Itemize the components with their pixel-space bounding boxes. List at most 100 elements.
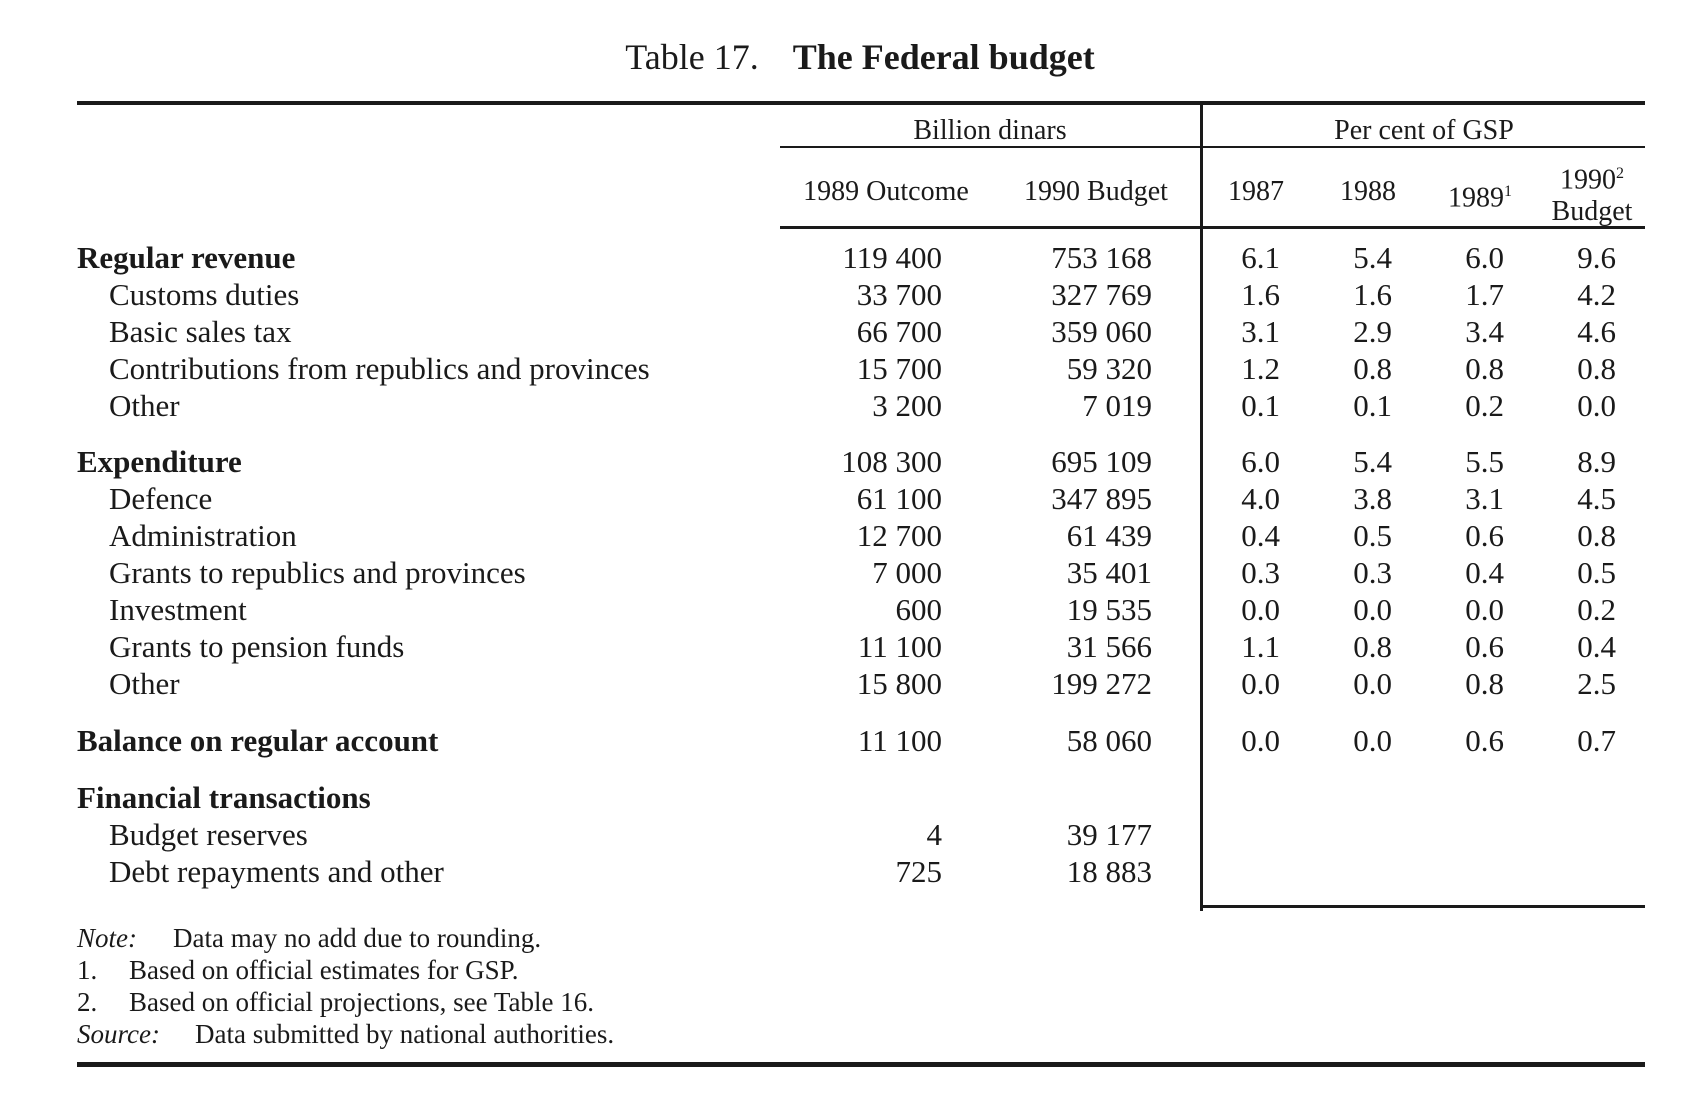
cell-value: 15 800 xyxy=(856,666,942,701)
cell-value: 33 700 xyxy=(856,277,942,312)
cell-value: 5.4 xyxy=(1353,240,1392,275)
cell-value: 695 109 xyxy=(1051,444,1152,479)
cell-value: 6.1 xyxy=(1241,240,1280,275)
cell-value: 3.1 xyxy=(1241,314,1280,349)
cell-value: 1.1 xyxy=(1241,629,1280,664)
cell-value: 359 060 xyxy=(1051,314,1152,349)
section-heading: Expenditure xyxy=(77,444,242,479)
cell-value: 8.9 xyxy=(1577,444,1616,479)
cell-value: 1.6 xyxy=(1241,277,1280,312)
row-label: Customs duties xyxy=(109,277,300,312)
section-heading: Regular revenue xyxy=(77,240,296,275)
cell-value: 4.6 xyxy=(1577,314,1616,349)
cell-value: 3.1 xyxy=(1465,481,1504,516)
cell-value: 0.1 xyxy=(1241,388,1280,423)
cell-value: 11 100 xyxy=(857,723,942,758)
cell-value: 4.2 xyxy=(1577,277,1616,312)
cell-value: 0.0 xyxy=(1241,666,1280,701)
table-number: Table 17. xyxy=(625,37,759,77)
column-header: 1990 Budget xyxy=(986,176,1206,208)
column-header-label: 1990 xyxy=(1560,164,1616,196)
cell-value: 119 400 xyxy=(842,240,942,275)
cell-value: 347 895 xyxy=(1051,481,1152,516)
cell-value: 0.8 xyxy=(1353,351,1392,386)
column-header-label: 1987 xyxy=(1228,176,1284,207)
footnote-text: Based on official estimates for GSP. xyxy=(129,955,519,985)
row-label: Administration xyxy=(109,518,297,553)
cell-value: 327 769 xyxy=(1051,277,1152,312)
cell-value: 0.4 xyxy=(1465,555,1504,590)
cell-value: 59 320 xyxy=(1066,351,1152,386)
cell-value: 61 100 xyxy=(856,481,942,516)
column-header-label: 1989 xyxy=(1448,182,1504,214)
cell-value: 5.5 xyxy=(1465,444,1504,479)
cell-value: 5.4 xyxy=(1353,444,1392,479)
billion-dinars-header: Billion dinars xyxy=(913,115,1067,146)
row-label: Contributions from republics and provinc… xyxy=(109,351,650,386)
cell-value: 753 168 xyxy=(1051,240,1152,275)
top-rule xyxy=(77,101,1645,105)
footnote: 1. Based on official estimates for GSP. xyxy=(77,954,518,986)
cell-value: 0.0 xyxy=(1353,592,1392,627)
footnote-marker: 1 xyxy=(1504,183,1512,200)
column-header-sublabel: Budget xyxy=(1551,196,1633,228)
cell-value: 0.6 xyxy=(1465,723,1504,758)
table-title-text: The Federal budget xyxy=(792,37,1095,77)
column-header-label: 1990 Budget xyxy=(1024,176,1168,207)
cell-value: 18 883 xyxy=(1066,854,1152,889)
cell-value: 199 272 xyxy=(1051,666,1152,701)
cell-value: 39 177 xyxy=(1066,817,1152,852)
footnote-prefix: 2. xyxy=(77,987,98,1017)
cell-value: 19 535 xyxy=(1066,592,1152,627)
section-heading: Financial transactions xyxy=(77,780,371,815)
cell-value: 0.8 xyxy=(1465,351,1504,386)
cell-value: 4 xyxy=(926,817,943,852)
cell-value: 0.0 xyxy=(1577,388,1616,423)
cell-value: 2.9 xyxy=(1353,314,1392,349)
footer-rule xyxy=(77,1062,1645,1067)
cell-value: 0.1 xyxy=(1353,388,1392,423)
cell-value: 0.2 xyxy=(1465,388,1504,423)
cell-value: 108 300 xyxy=(841,444,942,479)
row-label: Investment xyxy=(109,592,247,627)
cell-value: 0.8 xyxy=(1577,351,1616,386)
cell-value: 3 200 xyxy=(872,388,942,423)
column-header: 19902 Budget xyxy=(1482,158,1688,228)
column-header-label: 1989 Outcome xyxy=(803,176,969,207)
cell-value: 0.2 xyxy=(1577,592,1616,627)
cell-value: 0.6 xyxy=(1465,518,1504,553)
cell-value: 15 700 xyxy=(856,351,942,386)
cell-value: 0.5 xyxy=(1353,518,1392,553)
cell-value: 35 401 xyxy=(1066,555,1152,590)
cell-value: 3.8 xyxy=(1353,481,1392,516)
cell-value: 0.8 xyxy=(1353,629,1392,664)
cell-value: 0.3 xyxy=(1353,555,1392,590)
cell-value: 61 439 xyxy=(1066,518,1152,553)
column-header: 1988 xyxy=(1258,176,1478,208)
footnote-text: Based on official projections, see Table… xyxy=(129,987,594,1017)
cell-value: 0.0 xyxy=(1353,723,1392,758)
cell-value: 6.0 xyxy=(1241,444,1280,479)
cell-value: 0.4 xyxy=(1241,518,1280,553)
cell-value: 1.6 xyxy=(1353,277,1392,312)
cell-value: 0.8 xyxy=(1465,666,1504,701)
row-label: Grants to pension funds xyxy=(109,629,405,664)
footnote-prefix: Source: xyxy=(77,1019,160,1049)
cell-value: 1.7 xyxy=(1465,277,1504,312)
vertical-divider xyxy=(1200,103,1203,911)
footnote-text: Data submitted by national authorities. xyxy=(195,1019,615,1049)
cell-value: 0.0 xyxy=(1465,592,1504,627)
footnote: 2. Based on official projections, see Tab… xyxy=(77,986,594,1018)
percent-gsp-header: Per cent of GSP xyxy=(1334,115,1514,146)
cell-value: 0.0 xyxy=(1241,592,1280,627)
row-label: Basic sales tax xyxy=(109,314,292,349)
section-heading: Balance on regular account xyxy=(77,723,439,758)
cell-value: 12 700 xyxy=(856,518,942,553)
cell-value: 0.4 xyxy=(1577,629,1616,664)
footnote: Note: Data may no add due to rounding. xyxy=(77,922,541,954)
cell-value: 1.2 xyxy=(1241,351,1280,386)
row-label: Other xyxy=(109,388,180,423)
percent-group-rule xyxy=(1203,146,1645,148)
cell-value: 0.0 xyxy=(1241,723,1280,758)
column-header-label: 1988 xyxy=(1340,176,1396,207)
